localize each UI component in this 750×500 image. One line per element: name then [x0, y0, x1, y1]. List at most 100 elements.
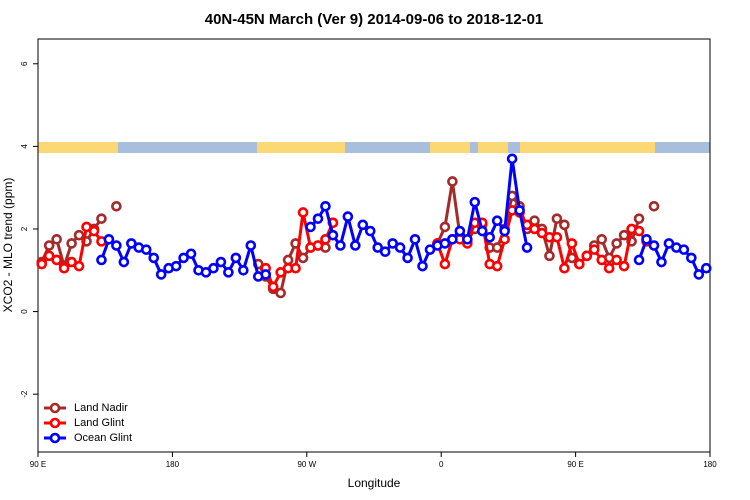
- data-point: [66, 238, 77, 249]
- y-tick-label: 6: [20, 61, 29, 66]
- data-point: [275, 287, 286, 299]
- x-tick-label: 180: [166, 460, 180, 469]
- legend-marker: [49, 417, 61, 429]
- x-axis-label: Longitude: [348, 476, 401, 490]
- data-point: [417, 260, 428, 272]
- data-point: [342, 211, 354, 222]
- data-point: [484, 231, 496, 243]
- data-point: [439, 221, 451, 233]
- data-point: [499, 225, 510, 237]
- data-point: [551, 213, 563, 224]
- data-point: [596, 234, 608, 245]
- data-point: [178, 252, 189, 264]
- data-point: [267, 281, 279, 293]
- legend-marker: [49, 432, 61, 444]
- x-tick-label: 0: [439, 460, 444, 469]
- data-point: [73, 229, 85, 241]
- legend-marker: [49, 402, 61, 414]
- data-point: [559, 219, 570, 231]
- data-point: [111, 200, 122, 212]
- data-point: [469, 196, 481, 208]
- data-point: [111, 240, 122, 251]
- data-point: [200, 267, 212, 278]
- data-point: [633, 213, 645, 224]
- data-point: [297, 207, 309, 218]
- data-point: [327, 229, 339, 241]
- data-point: [544, 250, 555, 262]
- data-point: [551, 231, 563, 243]
- data-point: [596, 254, 608, 266]
- data-point: [223, 267, 234, 278]
- data-point: [36, 258, 48, 270]
- land-ocean-strip: [38, 142, 710, 153]
- data-point: [357, 219, 369, 231]
- data-point: [633, 254, 645, 266]
- data-point: [588, 244, 600, 255]
- data-point: [693, 269, 705, 280]
- data-point: [656, 256, 667, 268]
- data-point: [58, 262, 70, 274]
- chart-title: 40N-45N March (Ver 9) 2014-09-06 to 2018…: [205, 11, 544, 28]
- data-point: [148, 252, 160, 264]
- data-point: [611, 238, 622, 249]
- legend-label: Ocean Glint: [74, 432, 132, 444]
- x-tick-label: 180: [703, 460, 717, 469]
- data-point: [350, 240, 361, 251]
- data-point: [118, 256, 130, 268]
- legend-label: Land Nadir: [74, 402, 128, 414]
- data-point: [611, 254, 622, 266]
- data-point: [663, 238, 675, 249]
- data-point: [574, 258, 585, 270]
- data-point: [424, 244, 436, 255]
- data-point: [648, 200, 660, 212]
- data-point: [686, 252, 697, 264]
- data-point: [454, 225, 466, 237]
- data-point: [536, 227, 548, 239]
- data-point: [320, 200, 331, 212]
- data-point: [439, 238, 451, 249]
- y-axis-label: XCO2 - MLO trend (ppm): [1, 178, 15, 313]
- data-point: [618, 260, 630, 272]
- x-tick-label: 90 W: [297, 460, 316, 469]
- data-point: [603, 262, 615, 274]
- data-point: [402, 252, 413, 264]
- x-tick-label: 90 E: [30, 460, 46, 469]
- data-point: [506, 153, 518, 165]
- data-point: [648, 240, 660, 251]
- data-point: [335, 240, 346, 251]
- data-point: [372, 242, 384, 253]
- legend-label: Land Glint: [74, 417, 124, 429]
- data-point: [514, 205, 525, 216]
- data-point: [185, 248, 197, 260]
- y-tick-label: 4: [20, 144, 29, 149]
- data-point: [447, 176, 458, 187]
- data-point: [529, 223, 540, 235]
- data-point: [633, 225, 645, 237]
- data-point: [140, 244, 152, 255]
- data-point: [678, 244, 690, 255]
- data-point: [43, 250, 55, 262]
- data-point: [126, 238, 137, 249]
- data-point: [170, 260, 182, 272]
- data-point: [387, 238, 398, 249]
- data-point: [409, 234, 421, 245]
- data-point: [641, 234, 652, 245]
- data-point: [230, 252, 242, 264]
- data-point: [275, 267, 286, 278]
- data-point: [96, 254, 107, 266]
- data-point: [521, 242, 533, 253]
- data-point: [491, 260, 503, 272]
- data-point: [700, 262, 712, 274]
- data-point: [566, 238, 578, 249]
- data-point: [312, 213, 324, 224]
- y-tick-label: -2: [20, 390, 29, 398]
- data-point: [297, 252, 309, 264]
- data-point: [88, 225, 100, 237]
- data-point: [282, 254, 294, 266]
- data-point: [491, 242, 503, 253]
- data-point: [439, 258, 451, 270]
- data-point: [215, 256, 227, 268]
- data-point: [447, 234, 458, 245]
- data-point: [51, 234, 62, 245]
